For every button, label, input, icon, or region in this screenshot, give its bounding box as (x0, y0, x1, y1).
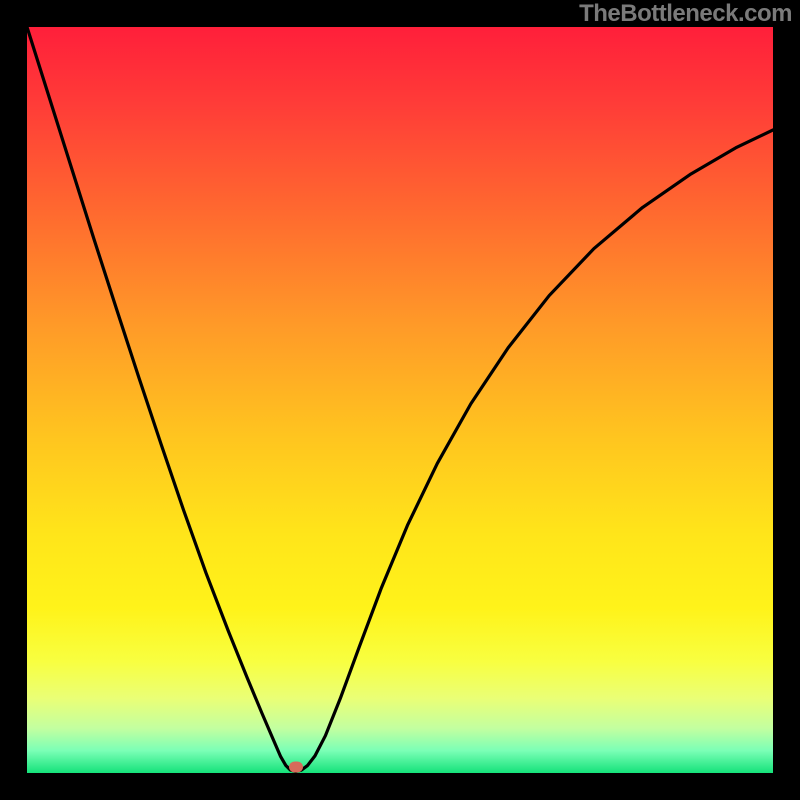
optimum-marker (289, 762, 303, 773)
watermark-text: TheBottleneck.com (579, 0, 792, 28)
curve-layer (27, 27, 773, 773)
chart-container: TheBottleneck.com (0, 0, 800, 800)
bottleneck-curve (27, 27, 773, 772)
plot-area (27, 27, 773, 773)
